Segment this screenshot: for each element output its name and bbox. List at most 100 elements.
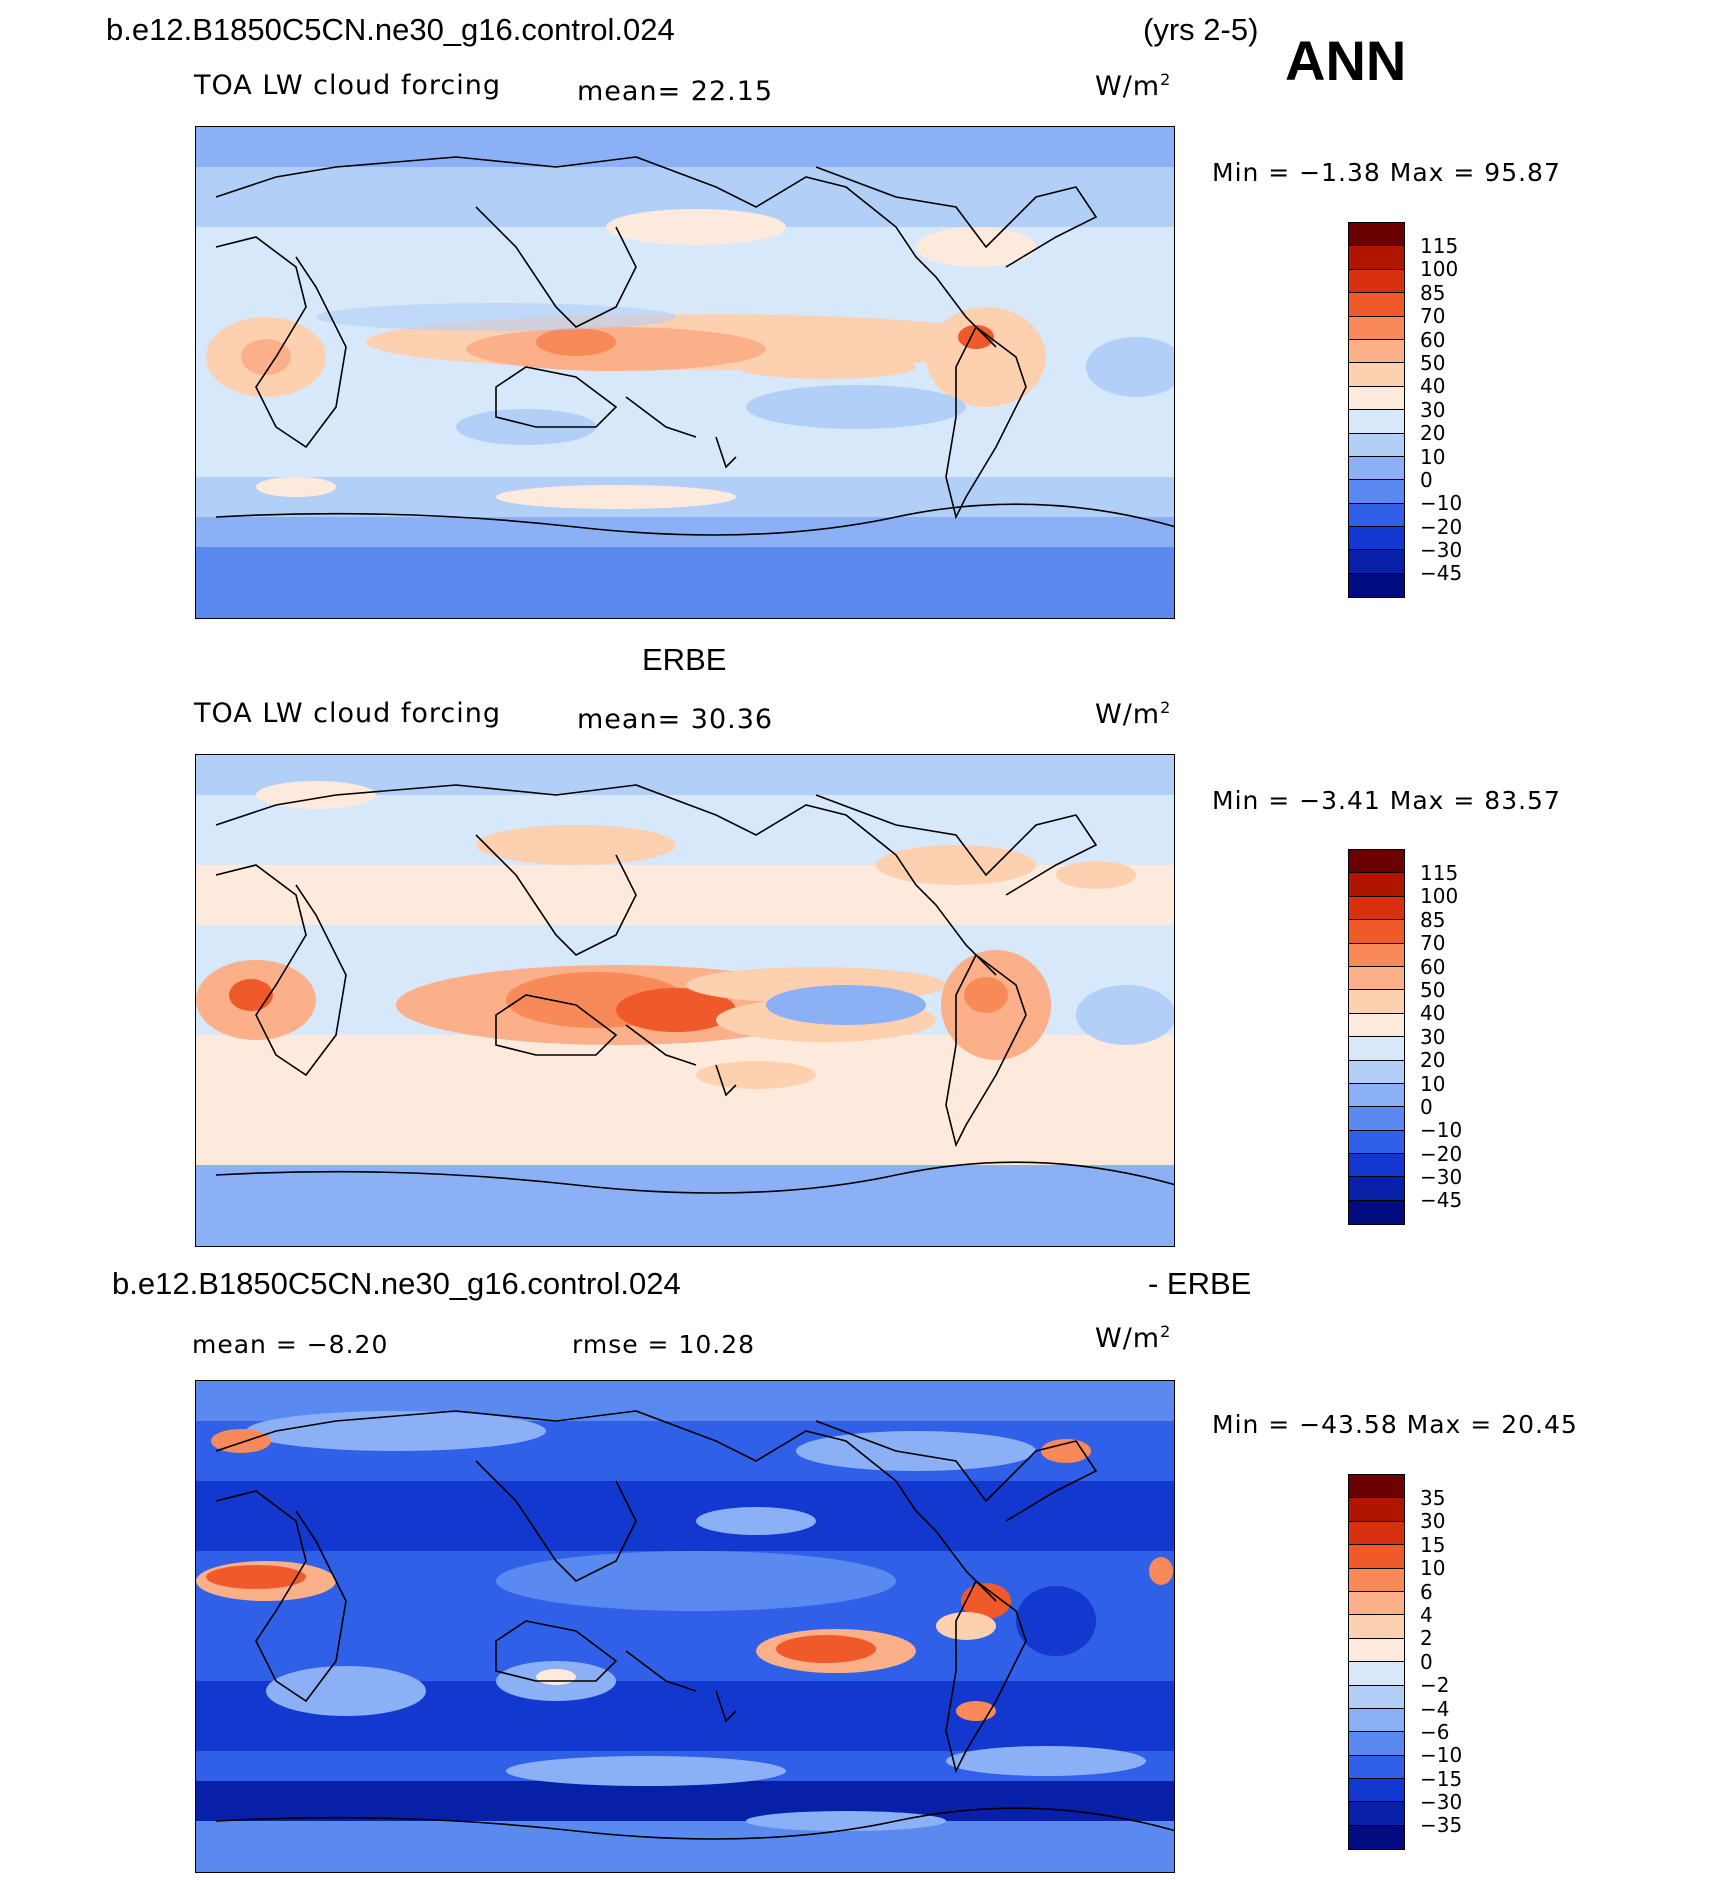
colorbar-swatch [1349, 386, 1404, 411]
panel2-units: W/m2 [1095, 698, 1172, 730]
colorbar-swatch [1349, 1779, 1404, 1803]
colorbar-swatch [1349, 246, 1404, 270]
colorbar-swatch [1349, 480, 1404, 504]
colorbar-2-labels: 115 100 85 70 60 50 40 30 20 10 0 −10 −20 −30 −45 [1420, 863, 1462, 1214]
colorbar-swatch [1349, 1685, 1404, 1709]
colorbar-swatch [1349, 1545, 1404, 1569]
panel3-units: W/m2 [1095, 1322, 1172, 1354]
colorbar-tick-label: −30 [1420, 1165, 1463, 1190]
colorbar-swatch [1349, 943, 1404, 967]
colorbar-swatch [1349, 293, 1404, 317]
colorbar-tick-label: −4 [1420, 1696, 1450, 1721]
colorbar-tick-label: 40 [1420, 374, 1446, 399]
colorbar-tick-label: −2 [1420, 1673, 1450, 1698]
colorbar-swatch [1349, 990, 1404, 1014]
colorbar-tick-label: 15 [1420, 1532, 1446, 1557]
colorbar-swatch [1349, 920, 1404, 944]
colorbar-swatch [1349, 410, 1404, 434]
colorbar-swatch [1349, 1154, 1404, 1178]
colorbar-tick-label: 10 [1420, 444, 1446, 469]
colorbar-tick-label: −10 [1420, 1118, 1463, 1143]
colorbar-swatch [1349, 1802, 1404, 1826]
colorbar-swatch [1349, 1060, 1404, 1084]
panel1-mean: mean= 22.15 [577, 76, 774, 107]
colorbar-swatch [1349, 1825, 1404, 1850]
colorbar-tick-label: 20 [1420, 421, 1446, 446]
colorbar-tick-label: −45 [1420, 1188, 1463, 1213]
colorbar-swatch [1349, 1177, 1404, 1201]
panel3-mean: mean = −8.20 [192, 1330, 389, 1359]
colorbar-1 [1348, 222, 1405, 599]
colorbar-tick-label: 10 [1420, 1556, 1446, 1581]
colorbar-swatch [1349, 1521, 1404, 1546]
panel2-mean: mean= 30.36 [577, 704, 774, 735]
colorbar-swatch [1349, 1498, 1404, 1522]
colorbar-swatch [1349, 850, 1404, 874]
colorbar-swatch [1349, 1083, 1404, 1108]
colorbar-tick-label: −45 [1420, 561, 1463, 586]
colorbar-tick-label: −30 [1420, 1790, 1463, 1815]
years-label: (yrs 2-5) [1143, 12, 1259, 47]
colorbar-tick-label: 60 [1420, 327, 1446, 352]
colorbar-tick-label: 30 [1420, 1024, 1446, 1049]
panel1-variable: TOA LW cloud forcing [194, 70, 501, 101]
colorbar-swatch [1349, 1708, 1404, 1733]
colorbar-swatch [1349, 1638, 1404, 1663]
colorbar-tick-label: −10 [1420, 491, 1463, 516]
colorbar-tick-label: 20 [1420, 1048, 1446, 1073]
panel3-title-right: - ERBE [1148, 1266, 1252, 1301]
colorbar-tick-label: 0 [1420, 1649, 1433, 1674]
colorbar-tick-label: 85 [1420, 280, 1446, 305]
colorbar-swatch [1349, 1755, 1404, 1780]
colorbar-swatch [1349, 316, 1404, 340]
panel1-minmax: Min = −1.38 Max = 95.87 [1212, 158, 1561, 187]
colorbar-swatch [1349, 966, 1404, 991]
colorbar-swatch [1349, 1475, 1404, 1499]
colorbar-tick-label: 115 [1420, 234, 1459, 258]
colorbar-tick-label: 85 [1420, 907, 1446, 932]
colorbar-tick-label: −20 [1420, 1141, 1463, 1166]
colorbar-tick-label: 4 [1420, 1602, 1433, 1627]
colorbar-tick-label: 50 [1420, 977, 1446, 1002]
colorbar-1-labels: 115 100 85 70 60 50 40 30 20 10 0 −10 −20 −30 −45 [1420, 236, 1462, 587]
colorbar-tick-label: 0 [1420, 1094, 1433, 1119]
colorbar-tick-label: 6 [1420, 1579, 1433, 1604]
colorbar-swatch [1349, 550, 1404, 574]
colorbar-tick-label: 50 [1420, 350, 1446, 375]
colorbar-2 [1348, 849, 1405, 1226]
colorbar-swatch [1349, 896, 1404, 921]
colorbar-tick-label: −30 [1420, 538, 1463, 563]
colorbar-tick-label: 70 [1420, 304, 1446, 329]
colorbar-swatch [1349, 1037, 1404, 1061]
colorbar-tick-label: −6 [1420, 1719, 1450, 1744]
colorbar-tick-label: 2 [1420, 1626, 1433, 1651]
panel2-minmax: Min = −3.41 Max = 83.57 [1212, 786, 1561, 815]
panel3-title-left: b.e12.B1850C5CN.ne30_g16.control.024 [112, 1266, 681, 1301]
colorbar-swatch [1349, 573, 1404, 598]
colorbar-swatch [1349, 363, 1404, 387]
colorbar-tick-label: 10 [1420, 1071, 1446, 1096]
panel1-units: W/m2 [1095, 70, 1172, 102]
case-title: b.e12.B1850C5CN.ne30_g16.control.024 [106, 12, 675, 47]
colorbar-tick-label: 100 [1420, 884, 1459, 909]
colorbar-tick-label: 0 [1420, 467, 1433, 492]
colorbar-swatch [1349, 503, 1404, 528]
colorbar-swatch [1349, 433, 1404, 457]
colorbar-swatch [1349, 269, 1404, 294]
colorbar-tick-label: 70 [1420, 931, 1446, 956]
colorbar-swatch [1349, 527, 1404, 551]
colorbar-swatch [1349, 1013, 1404, 1038]
colorbar-tick-label: −15 [1420, 1766, 1463, 1791]
colorbar-tick-label: 115 [1420, 861, 1459, 885]
colorbar-3-labels: 35 30 15 10 6 4 2 0 −2 −4 −6 −10 −15 −30 −35 [1420, 1488, 1462, 1839]
panel3-minmax: Min = −43.58 Max = 20.45 [1212, 1410, 1578, 1439]
colorbar-swatch [1349, 339, 1404, 364]
colorbar-tick-label: 30 [1420, 1509, 1446, 1534]
colorbar-swatch [1349, 456, 1404, 481]
colorbar-swatch [1349, 1568, 1404, 1592]
colorbar-tick-label: −10 [1420, 1743, 1463, 1768]
colorbar-swatch [1349, 873, 1404, 897]
colorbar-3 [1348, 1474, 1405, 1851]
panel2-map [195, 754, 1175, 1247]
panel3-map [195, 1380, 1175, 1873]
